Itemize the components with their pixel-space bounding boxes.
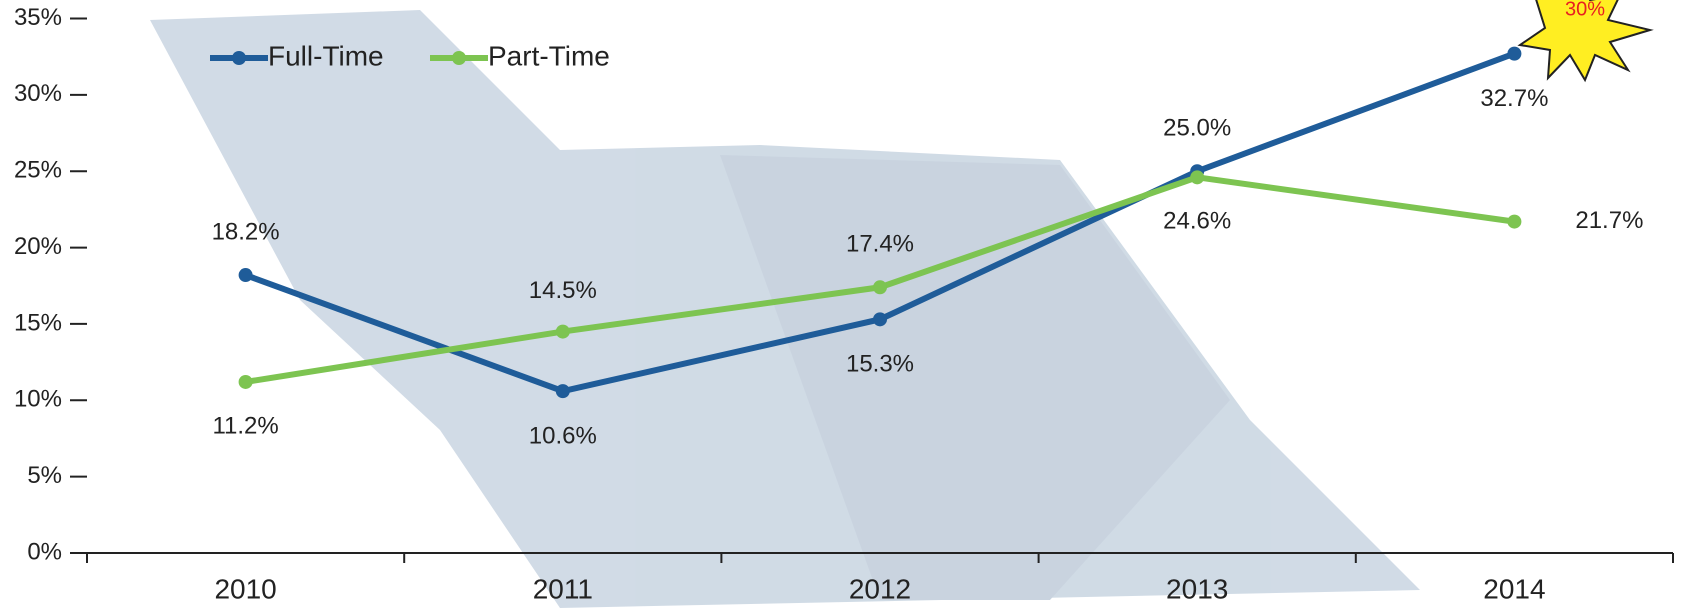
point: [555, 384, 570, 399]
background-photo: [150, 10, 1420, 608]
point: [238, 374, 253, 389]
data-label: 25.0%: [1163, 115, 1231, 142]
point: [1190, 170, 1205, 185]
x-tick-label: 2011: [533, 573, 593, 604]
x-tick-label: 2010: [214, 573, 276, 604]
legend-label: Full-Time: [268, 40, 384, 71]
data-label: 17.4%: [846, 231, 914, 258]
y-tick-label: 5%: [27, 462, 62, 489]
y-tick-label: 20%: [14, 233, 62, 260]
x-tick-label: 2014: [1483, 573, 1545, 604]
legend-marker: [232, 51, 246, 65]
y-tick-label: 30%: [14, 80, 62, 107]
annotation: 30%: [1565, 0, 1605, 20]
y-tick-label: 10%: [14, 386, 62, 413]
data-label: 21.7%: [1575, 207, 1643, 234]
point: [1507, 46, 1522, 61]
legend-label: Part-Time: [488, 40, 610, 71]
y-tick-label: 0%: [27, 538, 62, 565]
y-tick-label: 15%: [14, 309, 62, 336]
point: [238, 268, 253, 283]
data-label: 15.3%: [846, 351, 914, 378]
data-label: 14.5%: [529, 277, 597, 304]
y-tick-label: 35%: [14, 4, 62, 31]
data-label: 11.2%: [212, 412, 278, 439]
data-label: 24.6%: [1163, 208, 1231, 235]
starburst: [1517, 0, 1654, 83]
legend-marker: [452, 51, 466, 65]
data-label: 32.7%: [1480, 85, 1548, 112]
y-tick-label: 25%: [14, 157, 62, 184]
point: [873, 280, 887, 295]
data-label: 18.2%: [212, 218, 280, 245]
x-tick-label: 2013: [1166, 573, 1228, 604]
x-tick-label: 2012: [849, 573, 911, 604]
data-label: 10.6%: [529, 422, 597, 449]
point: [555, 324, 570, 339]
point: [873, 312, 887, 327]
point: [1507, 214, 1522, 229]
legend: Full-Time Part-Time: [210, 40, 610, 71]
